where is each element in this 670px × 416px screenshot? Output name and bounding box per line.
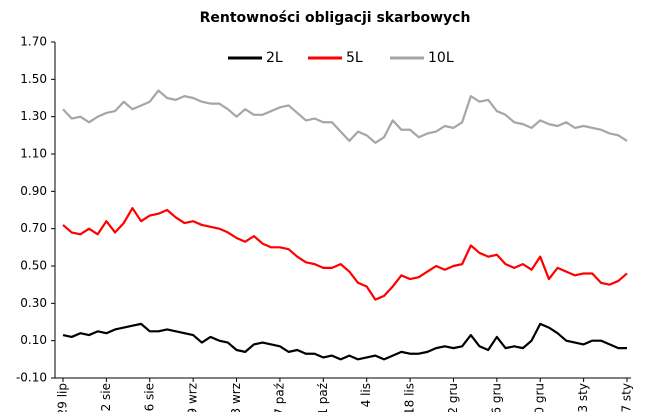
legend-label: 10L — [428, 50, 454, 66]
chart-title: Rentowności obligacji skarbowych — [200, 10, 471, 26]
x-tick-label: 13 sty — [576, 383, 590, 412]
y-tick-label: 0.10 — [20, 333, 47, 347]
y-tick-label: 1.30 — [20, 109, 47, 123]
series-line — [62, 207, 628, 301]
series-line — [62, 89, 628, 144]
x-tick-label: 9 wrz — [186, 383, 200, 412]
y-tick-label: 1.50 — [20, 72, 47, 86]
legend-label: 2L — [266, 50, 283, 66]
y-tick-label: -0.10 — [16, 371, 47, 385]
x-tick-label: 27 sty — [620, 383, 634, 412]
y-tick-label: 1.10 — [20, 147, 47, 161]
x-tick-label: 30 gru — [533, 383, 547, 412]
x-tick-label: 18 lis — [403, 383, 417, 412]
y-tick-label: 0.90 — [20, 184, 47, 198]
x-tick-label: 12 sie — [99, 383, 113, 412]
y-tick-label: 0.30 — [20, 296, 47, 310]
y-tick-label: 1.70 — [20, 35, 47, 49]
x-tick-label: 16 gru — [489, 383, 503, 412]
x-tick-label: 7 paź — [272, 383, 286, 412]
y-tick-label: 0.70 — [20, 221, 47, 235]
x-tick-label: 23 wrz — [229, 383, 243, 412]
legend-label: 5L — [346, 50, 363, 66]
x-tick-label: 21 paź — [316, 383, 330, 412]
x-tick-label: 26 sie — [142, 383, 156, 412]
y-tick-label: 0.50 — [20, 259, 47, 273]
series-line — [62, 322, 627, 361]
x-tick-label: 2 gru — [446, 383, 460, 412]
x-tick-label: 29 lip — [56, 383, 70, 412]
x-tick-label: 4 lis — [359, 383, 373, 407]
